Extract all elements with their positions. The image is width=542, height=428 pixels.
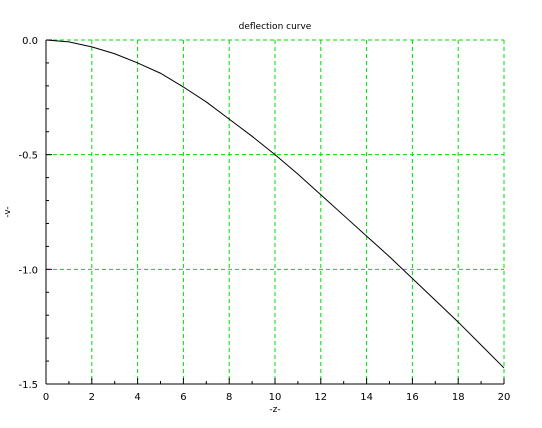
deflection-curve-line bbox=[45, 39, 505, 369]
tick-layer: 0 2 4 6 8 10 12 14 16 18 20 0.0 -0.5 -1.0 -1.5 bbox=[18, 36, 510, 403]
x-tick-label: 16 bbox=[406, 392, 419, 403]
x-tick-label: 6 bbox=[180, 392, 186, 403]
x-tick-label: 2 bbox=[89, 392, 95, 403]
y-tick-label: 0.0 bbox=[22, 36, 38, 47]
chart-title: deflection curve bbox=[239, 22, 312, 32]
y-tick-label: -1.0 bbox=[18, 265, 38, 276]
grid-layer bbox=[46, 39, 505, 384]
x-tick-label: 10 bbox=[269, 392, 282, 403]
x-tick-label: 20 bbox=[498, 392, 511, 403]
series-layer bbox=[45, 39, 505, 369]
x-tick-label: 0 bbox=[43, 392, 49, 403]
y-tick-label: -0.5 bbox=[18, 151, 38, 162]
x-axis-label: -z- bbox=[269, 405, 280, 415]
x-tick-label: 12 bbox=[314, 392, 327, 403]
y-tick-label: -1.5 bbox=[18, 380, 38, 391]
x-tick-label: 14 bbox=[360, 392, 373, 403]
x-tick-label: 18 bbox=[452, 392, 465, 403]
x-tick-label: 8 bbox=[226, 392, 232, 403]
x-tick-label: 4 bbox=[134, 392, 140, 403]
y-axis-label: -v- bbox=[3, 206, 13, 217]
